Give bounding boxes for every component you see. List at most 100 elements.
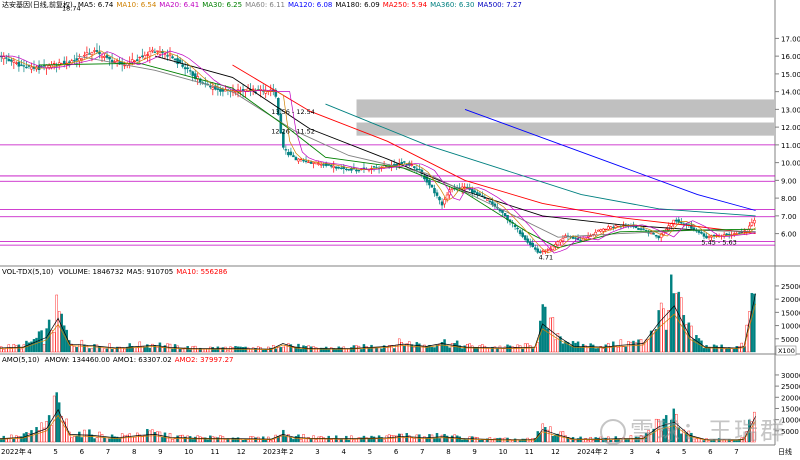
volume-bar bbox=[85, 345, 89, 353]
volume-bar bbox=[70, 344, 74, 353]
candle-body bbox=[594, 231, 597, 236]
volume-bar bbox=[340, 347, 343, 353]
amount-bar bbox=[78, 431, 81, 443]
volume-bar bbox=[105, 348, 109, 353]
candle-body bbox=[98, 51, 101, 55]
volume-bar bbox=[501, 348, 504, 353]
volume-bar bbox=[639, 339, 643, 353]
candle-body bbox=[312, 162, 315, 164]
amount-bar bbox=[365, 437, 368, 443]
amount-bar bbox=[539, 433, 542, 443]
volume-bar bbox=[375, 347, 378, 353]
volume-bar bbox=[372, 347, 376, 353]
amount-bar bbox=[201, 437, 204, 443]
candle-body bbox=[654, 235, 658, 237]
volume-bar bbox=[460, 348, 464, 353]
volume-bar bbox=[405, 343, 409, 353]
amount-bar bbox=[581, 439, 585, 443]
volume-bar bbox=[279, 347, 283, 353]
volume-bar bbox=[511, 346, 514, 353]
candle-body bbox=[705, 235, 708, 239]
amount-bar bbox=[727, 439, 731, 443]
x-axis-label-7: 10 bbox=[184, 448, 193, 456]
volume-bar bbox=[400, 342, 403, 353]
x-axis-label-12: 3 bbox=[315, 448, 319, 456]
amount-bar bbox=[382, 439, 386, 443]
amount-bar bbox=[231, 437, 235, 443]
candle-body bbox=[418, 168, 421, 171]
price-header: 达安基因(日线,前复权) MA5: 6.74 MA10: 6.54 MA20: 6.… bbox=[2, 1, 528, 10]
amount-bar bbox=[45, 421, 48, 443]
amount-bar bbox=[133, 436, 136, 443]
volume-bar bbox=[201, 349, 204, 353]
volume-bar bbox=[73, 345, 76, 353]
candle-body bbox=[614, 225, 618, 228]
volume-bar bbox=[471, 345, 474, 353]
ma-label-0: MA5: 6.74 bbox=[77, 1, 114, 9]
candle-body bbox=[372, 166, 376, 168]
volume-bar bbox=[226, 349, 230, 353]
x-axis-label-28: 7 bbox=[734, 448, 738, 456]
candle-body bbox=[277, 98, 280, 115]
amount-bar bbox=[128, 433, 131, 443]
amount-bar bbox=[324, 439, 328, 443]
candle-body bbox=[113, 61, 116, 63]
volume-bar bbox=[206, 348, 210, 353]
volume-bar bbox=[380, 348, 383, 353]
candle-body bbox=[677, 219, 681, 223]
volume-bar bbox=[418, 343, 421, 353]
ma-label-3: MA30: 6.25 bbox=[202, 1, 243, 9]
candle-body bbox=[103, 55, 106, 58]
volume-bar bbox=[221, 347, 225, 353]
volume-bar bbox=[652, 330, 655, 353]
volume-bar bbox=[314, 347, 318, 353]
amount-bar bbox=[438, 438, 441, 443]
volume-bar bbox=[478, 345, 482, 353]
candle-body bbox=[332, 165, 336, 169]
amount-bar bbox=[307, 437, 310, 443]
amount-bar bbox=[103, 437, 106, 443]
volume-bar bbox=[27, 342, 31, 353]
candle-body bbox=[652, 233, 655, 235]
candle-body bbox=[702, 233, 706, 237]
ma-label-9: MA500: 7.27 bbox=[477, 1, 522, 9]
amount-bar bbox=[143, 435, 147, 443]
x-axis-label-11: 2 bbox=[289, 448, 293, 456]
volume-bar bbox=[549, 317, 552, 353]
amount-bar bbox=[138, 434, 142, 443]
volume-bar bbox=[420, 346, 424, 353]
volume-bar bbox=[350, 347, 353, 353]
amount-tick-label-4: 10000 bbox=[781, 417, 800, 425]
candle-body bbox=[88, 53, 91, 55]
volume-label-0: VOLUME: 1846732 bbox=[58, 268, 124, 276]
candle-body bbox=[440, 201, 444, 206]
candle-body bbox=[73, 60, 76, 62]
amount-bar bbox=[272, 439, 275, 443]
volume-bar bbox=[541, 304, 545, 353]
candle-body bbox=[219, 89, 222, 92]
amount-bar bbox=[52, 395, 56, 443]
ma-label-6: MA180: 6.09 bbox=[335, 1, 380, 9]
volume-bar bbox=[151, 343, 154, 353]
x-axis-label-23: 2 bbox=[603, 448, 607, 456]
candle-body bbox=[251, 88, 255, 90]
volume-bar bbox=[367, 348, 371, 353]
volume-bar bbox=[662, 308, 665, 353]
candle-body bbox=[400, 162, 404, 165]
price-annotation-0: 18.74 bbox=[62, 5, 81, 13]
volume-bar bbox=[360, 349, 363, 353]
candle-body bbox=[287, 152, 290, 156]
amount-bar bbox=[750, 421, 754, 443]
candle-body bbox=[516, 227, 519, 230]
amount-bar bbox=[322, 437, 325, 443]
amount-bar bbox=[115, 436, 119, 443]
volume-bar bbox=[659, 302, 663, 353]
amount-bar bbox=[329, 439, 333, 443]
volume-labels: VOLUME: 1846732 MA5: 910705 MA10: 556286 bbox=[59, 268, 231, 276]
candle-body bbox=[115, 60, 119, 63]
amount-header: AMO(5,10) AMOW: 134460.00 AMO1: 63307.02 A… bbox=[2, 356, 239, 365]
amount-bar bbox=[216, 437, 220, 443]
candle-body bbox=[697, 230, 701, 233]
